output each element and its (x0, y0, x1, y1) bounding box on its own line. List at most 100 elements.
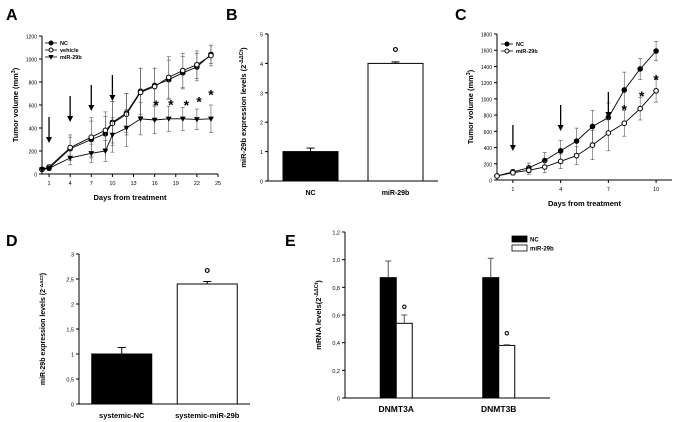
x-tick-label: 10 (109, 181, 115, 187)
data-point (109, 132, 116, 138)
bar-nc (282, 151, 339, 182)
significance-star: * (208, 87, 214, 103)
panel-letter-c: C (455, 7, 467, 24)
treatment-arrowhead (67, 116, 74, 122)
treatment-arrowhead (109, 95, 116, 101)
data-point (39, 167, 45, 173)
x-tick-label: 1 (511, 187, 514, 193)
bar-dnmt3a-mir-29b (395, 322, 413, 399)
x-axis-label: Days from treatment (548, 199, 621, 208)
x-tick-label: 1 (48, 181, 51, 187)
y-tick-label: 4 (260, 62, 263, 68)
panel-letter-e: E (285, 233, 296, 250)
category-label: miR-29b (382, 190, 410, 197)
data-point (165, 116, 172, 122)
series-mir-29b (494, 79, 659, 179)
significance-mark: ° (204, 266, 210, 283)
y-tick-label: 0,6 (332, 314, 340, 320)
category-label: systemic-miR-29b (175, 411, 240, 420)
data-point (621, 120, 628, 127)
data-point (510, 169, 516, 176)
panel-letters: A B C D E (6, 7, 467, 250)
x-tick-label: 25 (215, 181, 221, 187)
data-point (193, 117, 200, 123)
treatment-arrowhead (557, 125, 564, 131)
x-tick-label: 22 (194, 181, 200, 187)
treatment-arrowhead (509, 145, 516, 151)
data-point (48, 40, 54, 46)
panel-letter-b: B (226, 7, 238, 24)
panel-d-bar-chart: 0 0,5 1 1,5 2 2,5 3 miR-29b expression levels (… (39, 253, 250, 420)
data-point (102, 127, 109, 134)
y-tick-label: 1800 (481, 33, 492, 39)
data-point (179, 116, 186, 122)
x-tick-label: 7 (607, 187, 610, 193)
data-point (557, 158, 564, 165)
data-point (589, 123, 596, 130)
y-tick-label: 2 (71, 303, 74, 309)
x-tick-label: 16 (152, 181, 158, 187)
significance-star: * (639, 88, 645, 104)
y-tick-label: 5 (260, 33, 263, 39)
significance-mark: ° (504, 328, 510, 344)
y-tick-label: 200 (484, 162, 493, 168)
x-tick-label: 4 (69, 181, 72, 187)
significance-star: * (653, 72, 659, 88)
data-point (46, 166, 52, 172)
panel-letter-d: D (6, 233, 18, 250)
x-axis-label: Days from treatment (94, 193, 167, 202)
data-point (151, 83, 158, 90)
y-tick-label: 1 (260, 150, 263, 156)
legend-label: miR-29b (516, 49, 538, 55)
category-label: NC (305, 190, 315, 197)
legend-label: vehicle (60, 48, 79, 54)
data-point (573, 138, 580, 144)
x-tick-label: 13 (130, 181, 136, 187)
data-point (102, 148, 109, 155)
panel-a-line-chart: 0 200 400 600 800 1000 1200 1 4 7 10 13 16 19 22 25 Days… (11, 35, 221, 203)
significance-star: * (196, 93, 202, 109)
y-tick-label: 1400 (481, 65, 492, 71)
significance-star: * (622, 102, 628, 118)
significance-star: * (184, 97, 190, 113)
data-point (637, 66, 643, 72)
category-label: DNMT3A (379, 404, 414, 414)
y-axis-label: miR-29b expression levels (2-ΔΔCt) (239, 47, 248, 168)
legend-swatch (511, 244, 528, 252)
y-tick-label: 0,8 (332, 286, 340, 292)
panel-letter-a: A (6, 7, 18, 24)
y-tick-label: 1,0 (332, 258, 340, 264)
y-tick-label: 400 (484, 146, 493, 152)
y-tick-label: 800 (484, 114, 493, 120)
y-tick-label: 200 (29, 150, 38, 156)
x-tick-label: 10 (653, 187, 659, 193)
y-axis-label: Tumor volume (mm3) (466, 69, 475, 144)
y-tick-label: 600 (484, 130, 493, 136)
legend-label: NC (530, 238, 539, 244)
data-point (504, 48, 510, 54)
y-tick-label: 1,5 (66, 328, 74, 334)
bar-dnmt3b-nc (482, 277, 500, 399)
significance-mark: ° (392, 45, 398, 62)
y-axis-label: Tumor volume (mm3) (11, 67, 20, 142)
data-point (48, 55, 54, 60)
data-point (589, 142, 596, 148)
bar-systemic-mir-29b (176, 283, 238, 405)
legend-label: miR-29b (60, 55, 82, 61)
data-point (494, 173, 500, 179)
y-tick-label: 1200 (26, 35, 37, 41)
data-point (526, 167, 532, 174)
x-tick-label: 4 (559, 187, 562, 193)
y-axis-label: mRNA levels(2-ΔΔCt) (314, 280, 323, 350)
data-point (151, 117, 158, 123)
data-point (67, 155, 74, 161)
x-tick-label: 7 (90, 181, 93, 187)
treatment-arrowhead (605, 112, 612, 118)
significance-mark: ° (401, 301, 407, 317)
data-point (137, 116, 144, 122)
data-point (48, 47, 54, 53)
